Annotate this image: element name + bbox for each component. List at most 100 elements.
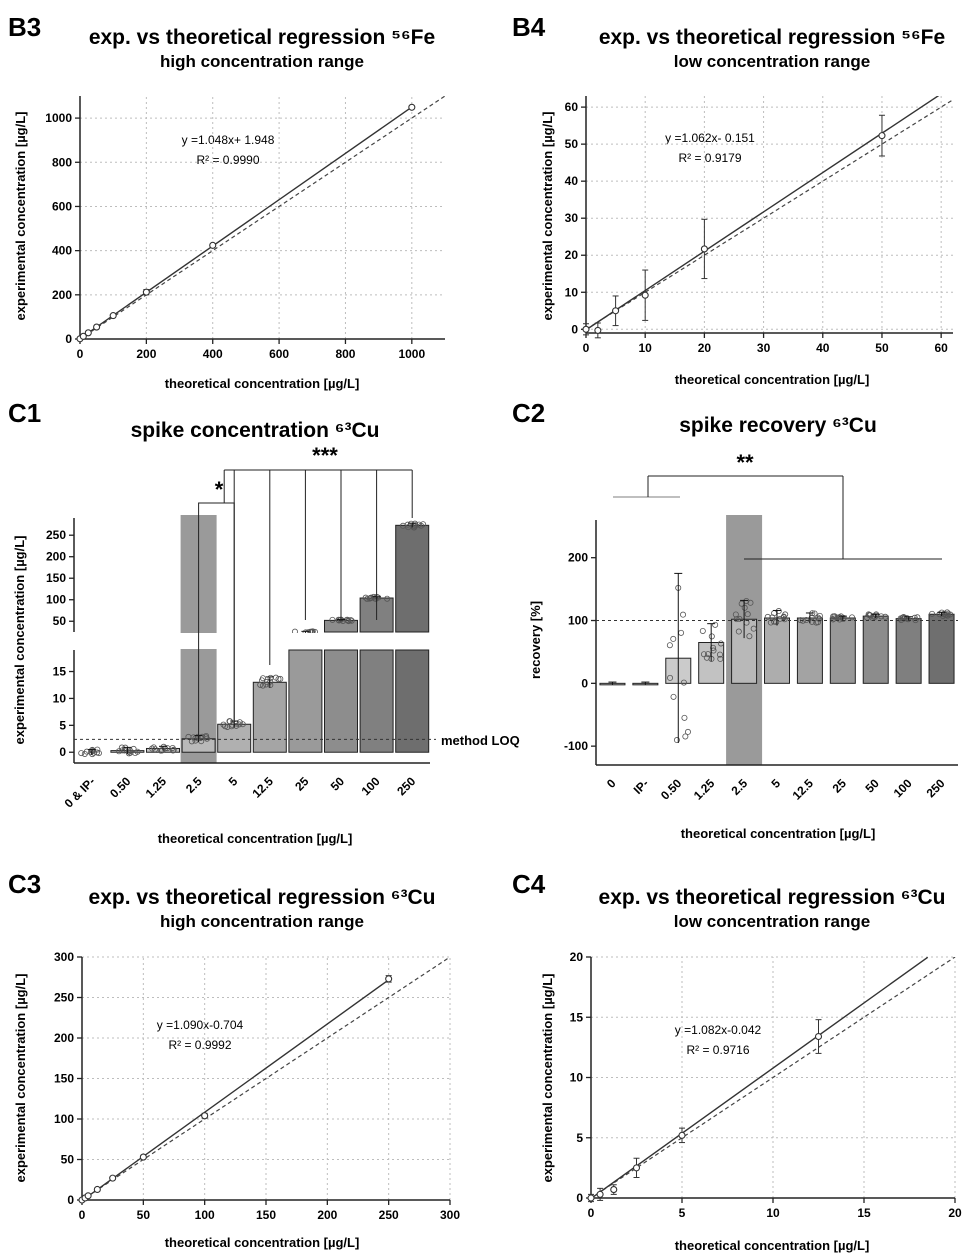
title: spike recovery ⁶³Cu [679,414,877,437]
x-tick-label: 100 [195,1208,215,1222]
x-tick-label: 250 [394,774,418,798]
replicate-point [263,681,270,688]
data-point [594,326,602,334]
replicate-point [735,628,742,635]
x-tick-label: 1.25 [691,776,718,803]
y-tick-label: 40 [565,174,579,188]
x-tick-label: 20 [698,341,712,355]
replicate-point [710,644,717,651]
replicate-point [808,618,815,625]
x-tick-label: 5 [768,776,783,791]
x-axis-label: theoretical concentration [µg/L] [675,372,870,387]
replicate-point [277,675,284,682]
x-tick-label: 0 [77,347,84,361]
y-tick-label: 200 [568,551,588,565]
replicate-point [362,594,369,601]
r-squared: R² = 0.9716 [686,1043,749,1057]
replicate-point [239,721,246,728]
replicate-point [775,608,782,615]
bar [288,649,323,753]
replicate-point [670,693,677,700]
y-tick-label: 250 [54,991,74,1005]
bar [217,723,252,753]
y-tick-label: 0 [571,322,578,336]
x-axis-label: theoretical concentration [µg/L] [158,831,353,846]
panel-c3: C3 exp. vs theoretical regression ⁶³Cu h… [8,869,435,1250]
y-tick-label: 0 [576,1191,583,1205]
x-tick-label: 250 [924,776,948,800]
replicate-point [830,616,837,623]
x-tick-label: 10 [639,341,653,355]
identity-line [80,96,445,339]
axis-break [75,633,431,649]
y-tick-label: 800 [52,155,72,169]
y-tick-label: 1000 [45,111,72,125]
replicate-point [681,714,688,721]
replicate-point [814,619,821,626]
y-tick-label: 30 [565,211,579,225]
x-tick-label: 5 [679,1206,686,1220]
data-point [408,103,416,111]
replicate-point [717,640,724,647]
x-tick-label: 800 [335,347,355,361]
replicate-point [831,613,838,620]
panel-c4: C4 exp. vs theoretical regression ⁶³Cu l… [512,869,945,1253]
y-tick-label: 20 [565,248,579,262]
replicate-point [222,723,229,730]
data-point [201,1112,209,1120]
replicate-point [384,595,391,602]
regression-equation: y =1.082x-0.042 [675,1023,762,1037]
replicate-point [736,615,743,622]
y-tick-label: -100 [564,739,588,753]
y-tick-label: 50 [61,1153,75,1167]
y-tick-label: 300 [54,950,74,964]
y-tick-label: 200 [54,1031,74,1045]
title: spike concentration ⁶³Cu [131,419,380,442]
replicate-point [149,745,156,752]
replicate-point [732,611,739,618]
replicate-point [348,617,355,624]
data-point [79,332,87,340]
r-squared: R² = 0.9990 [196,153,259,167]
plot-c1: 0 & IP- 0.50 1.25 2.5 5 12.5 25 50 100 250 0 5 10 15 5… [46,469,436,811]
replicate-point [203,735,210,742]
replicate-point [420,521,427,528]
y-tick-label: 10 [570,1071,584,1085]
y-tick-label: 20 [570,950,584,964]
subtitle: high concentration range [160,912,364,931]
y-tick-label: 50 [53,614,67,628]
panel-b4: B4 exp. vs theoretical regression ⁵⁶Fe l… [512,12,945,387]
replicate-point [836,616,843,623]
regression-equation: y =1.090x-0.704 [157,1018,244,1032]
y-tick-label: 250 [46,528,66,542]
y-tick-label: 60 [565,100,579,114]
replicate-point [741,604,748,611]
panel-label-b4: B4 [512,12,546,42]
panel-label-c4: C4 [512,869,546,899]
data-point [610,1186,618,1194]
panel-c2: C2 spike recovery ⁶³Cu theoretical conce… [512,398,877,841]
y-axis-label: experimental concentration [µg/L] [540,973,555,1182]
x-tick-label: 0 [588,1206,595,1220]
replicate-point [405,524,412,531]
replicate-point [329,616,336,623]
x-tick-label: 200 [136,347,156,361]
replicate-point [684,728,691,735]
replicate-point [717,655,724,662]
panel-label-c1: C1 [8,398,41,428]
identity-line [586,99,953,330]
x-tick-label: 0 [604,776,619,791]
x-tick-label: 0 [583,341,590,355]
y-tick-label: 400 [52,244,72,258]
y-axis-label: recovery [%] [528,601,543,679]
replicate-point [667,674,674,681]
panel-b3: B3 exp. vs theoretical regression ⁵⁶Fe h… [8,12,435,391]
title: exp. vs theoretical regression ⁵⁶Fe [599,26,945,49]
x-tick-label: 10 [766,1206,780,1220]
x-tick-label: 0 & IP- [62,774,98,810]
y-tick-label: 100 [54,1112,74,1126]
replicate-point [345,618,352,625]
replicate-point [673,737,680,744]
plot-c3: 0 50 100 150 200 250 300 0 50 100 150 200 250 300 [54,950,460,1222]
replicate-point [903,615,910,622]
